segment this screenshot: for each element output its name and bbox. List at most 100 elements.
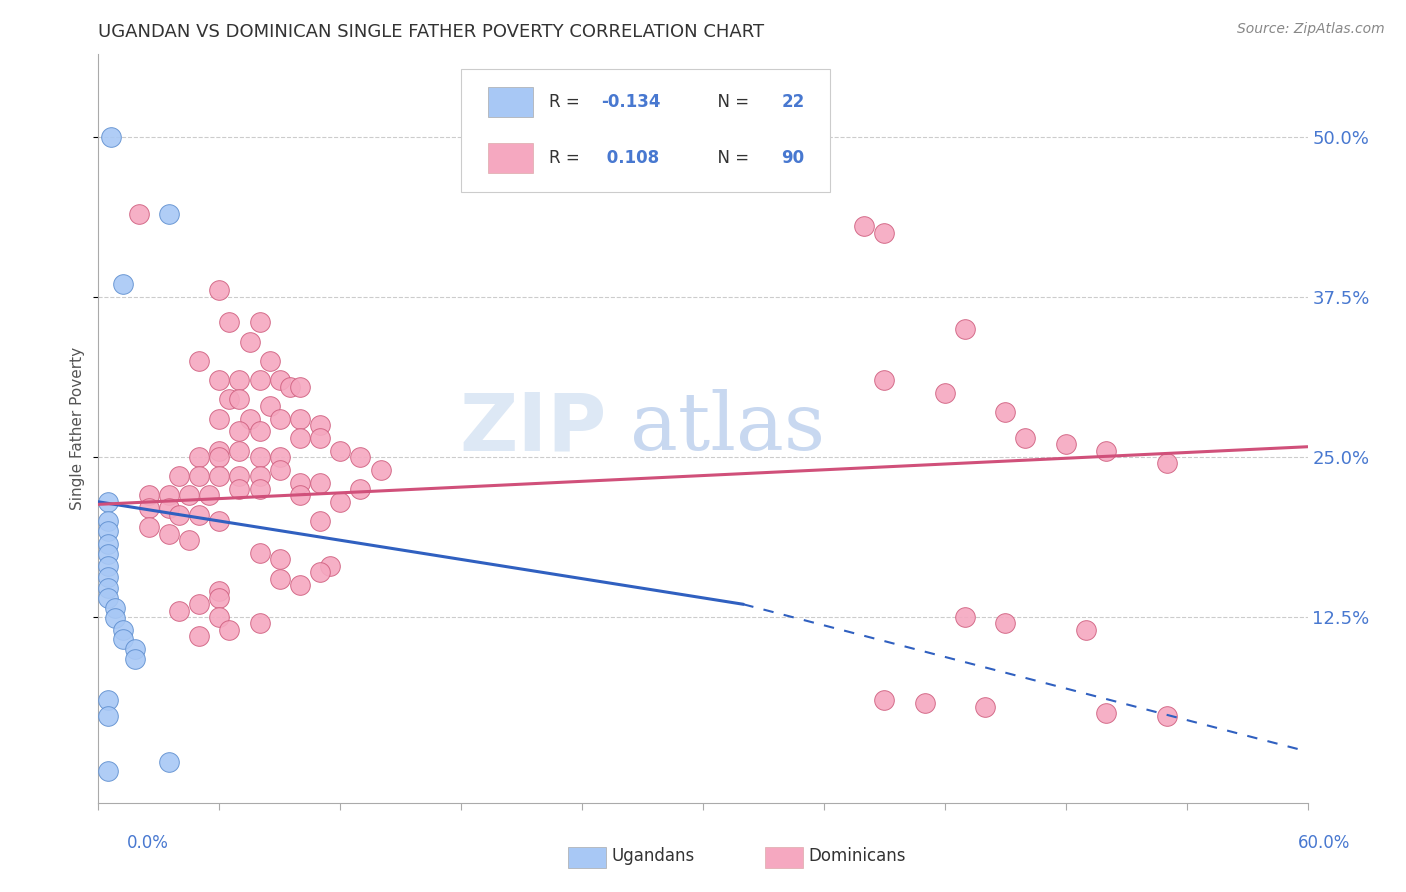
Point: [124, 642, 146, 657]
Point: [157, 755, 180, 769]
Point: [249, 316, 271, 330]
Point: [167, 604, 190, 618]
Point: [853, 219, 876, 234]
Point: [1095, 443, 1118, 458]
Point: [167, 469, 190, 483]
Point: [1095, 706, 1118, 720]
Point: [288, 578, 311, 592]
Point: [288, 431, 311, 445]
Point: [309, 566, 332, 580]
Point: [994, 616, 1017, 631]
Point: [249, 482, 271, 496]
Text: N =: N =: [707, 94, 754, 112]
Point: [329, 443, 352, 458]
Point: [953, 610, 976, 624]
Point: [208, 584, 231, 599]
Point: [188, 450, 211, 464]
Point: [97, 558, 120, 573]
Point: [138, 501, 160, 516]
Point: [239, 334, 262, 349]
Point: [157, 526, 180, 541]
Point: [97, 693, 120, 707]
Point: [249, 546, 271, 560]
Point: [97, 514, 120, 528]
Point: [188, 629, 211, 643]
Point: [269, 450, 291, 464]
Point: [188, 354, 211, 368]
Text: 0.108: 0.108: [602, 150, 659, 168]
Point: [309, 417, 332, 432]
Point: [1156, 708, 1178, 723]
Point: [103, 611, 125, 625]
Point: [208, 591, 231, 605]
Point: [138, 520, 160, 534]
Point: [914, 696, 936, 710]
Point: [249, 469, 271, 483]
Point: [278, 379, 301, 393]
Point: [259, 399, 281, 413]
Point: [288, 411, 311, 425]
Point: [218, 392, 240, 407]
Point: [103, 601, 125, 615]
Point: [218, 316, 240, 330]
Point: [934, 386, 956, 401]
Point: [249, 373, 271, 387]
Point: [873, 226, 896, 240]
Point: [288, 475, 311, 490]
Point: [228, 482, 250, 496]
Text: Source: ZipAtlas.com: Source: ZipAtlas.com: [1237, 22, 1385, 37]
Point: [208, 284, 231, 298]
Text: Dominicans: Dominicans: [808, 847, 905, 865]
Text: N =: N =: [707, 150, 754, 168]
Point: [97, 591, 120, 605]
Text: R =: R =: [550, 150, 585, 168]
Point: [329, 495, 352, 509]
Point: [218, 623, 240, 637]
Point: [188, 508, 211, 522]
Point: [349, 482, 371, 496]
Point: [228, 469, 250, 483]
Point: [97, 524, 120, 539]
Point: [97, 708, 120, 723]
Point: [111, 623, 134, 637]
Point: [97, 581, 120, 595]
Point: [97, 537, 120, 551]
Point: [349, 450, 371, 464]
Y-axis label: Single Father Poverty: Single Father Poverty: [70, 347, 86, 509]
Point: [188, 469, 211, 483]
Point: [994, 405, 1017, 419]
Point: [188, 597, 211, 611]
Point: [228, 373, 250, 387]
Text: UGANDAN VS DOMINICAN SINGLE FATHER POVERTY CORRELATION CHART: UGANDAN VS DOMINICAN SINGLE FATHER POVER…: [98, 23, 765, 41]
Point: [974, 699, 997, 714]
Point: [1074, 623, 1097, 637]
Point: [228, 425, 250, 439]
Point: [309, 514, 332, 528]
Point: [97, 495, 120, 509]
Text: -0.134: -0.134: [602, 94, 661, 112]
FancyBboxPatch shape: [488, 87, 533, 117]
Point: [97, 764, 120, 778]
Point: [239, 411, 262, 425]
Point: [111, 632, 134, 646]
Point: [249, 425, 271, 439]
Point: [873, 693, 896, 707]
Point: [128, 206, 150, 220]
Point: [1054, 437, 1077, 451]
Point: [208, 610, 231, 624]
Point: [138, 488, 160, 502]
Point: [208, 411, 231, 425]
Text: 22: 22: [782, 94, 804, 112]
Point: [259, 354, 281, 368]
Point: [953, 322, 976, 336]
FancyBboxPatch shape: [488, 144, 533, 173]
Point: [269, 463, 291, 477]
Point: [179, 488, 201, 502]
Point: [309, 475, 332, 490]
Point: [1156, 456, 1178, 470]
Text: 60.0%: 60.0%: [1298, 834, 1350, 852]
Point: [100, 129, 122, 144]
Point: [97, 547, 120, 561]
Point: [198, 488, 221, 502]
Text: Ugandans: Ugandans: [612, 847, 695, 865]
